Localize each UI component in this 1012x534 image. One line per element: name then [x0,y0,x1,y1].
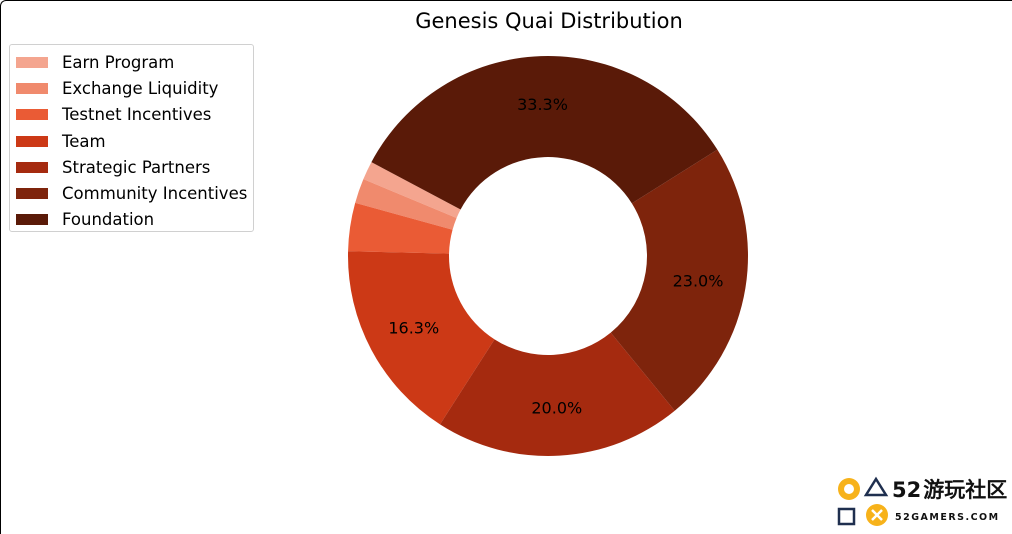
slice-exchange-liquidity [355,179,457,230]
legend-label: Foundation [62,210,155,230]
legend-item-testnet-incentives: Testnet Incentives [16,102,253,128]
legend-swatch [16,82,48,94]
percent-label-community-incentives: 23.0% [673,272,724,291]
legend-label: Community Incentives [62,184,248,204]
svg-text:52游玩社区: 52游玩社区 [892,478,1007,502]
legend-swatch [16,161,48,173]
slice-testnet-incentives [348,202,453,254]
legend-label: Exchange Liquidity [62,78,219,98]
legend-item-community-incentives: Community Incentives [16,180,253,206]
legend-item-earn-program: Earn Program [16,49,253,75]
donut-slices [348,55,748,456]
slice-team [348,251,495,425]
legend-swatch [16,188,48,200]
legend-label: Team [62,131,106,151]
percent-label-team: 16.3% [388,318,439,337]
slice-earn-program [363,162,461,218]
legend-item-team: Team [16,128,253,154]
watermark-square-icon [837,507,856,526]
legend-swatch [16,135,48,147]
watermark-domain: 52GAMERS.COM [895,512,1000,523]
legend-label: Strategic Partners [62,157,211,177]
slice-foundation [371,55,718,210]
slice-strategic-partners [440,332,675,456]
legend-item-exchange-liquidity: Exchange Liquidity [16,75,253,101]
legend-item-strategic-partners: Strategic Partners [16,154,253,180]
percent-label-foundation: 33.3% [517,95,568,114]
legend-item-foundation: Foundation [16,207,253,233]
legend-swatch [16,109,48,121]
donut-percent-labels: 16.3% 20.0% 23.0% 33.3% [388,95,723,418]
legend-label: Testnet Incentives [62,105,212,125]
watermark-cn-text: 游玩社区 [923,478,1007,502]
chart-title: Genesis Quai Distribution [415,9,683,33]
site-watermark-logo: 52游玩社区 52GAMERS.COM [837,476,1007,526]
legend-label: Earn Program [62,52,175,72]
watermark-number: 52 [892,478,921,502]
chart-legend: Earn Program Exchange Liquidity Testnet In… [9,44,254,232]
slice-community-incentives [610,149,748,411]
legend-swatch [16,56,48,68]
watermark-triangle-icon [863,476,889,497]
legend-swatch [16,214,48,226]
percent-label-strategic-partners: 20.0% [531,399,582,418]
